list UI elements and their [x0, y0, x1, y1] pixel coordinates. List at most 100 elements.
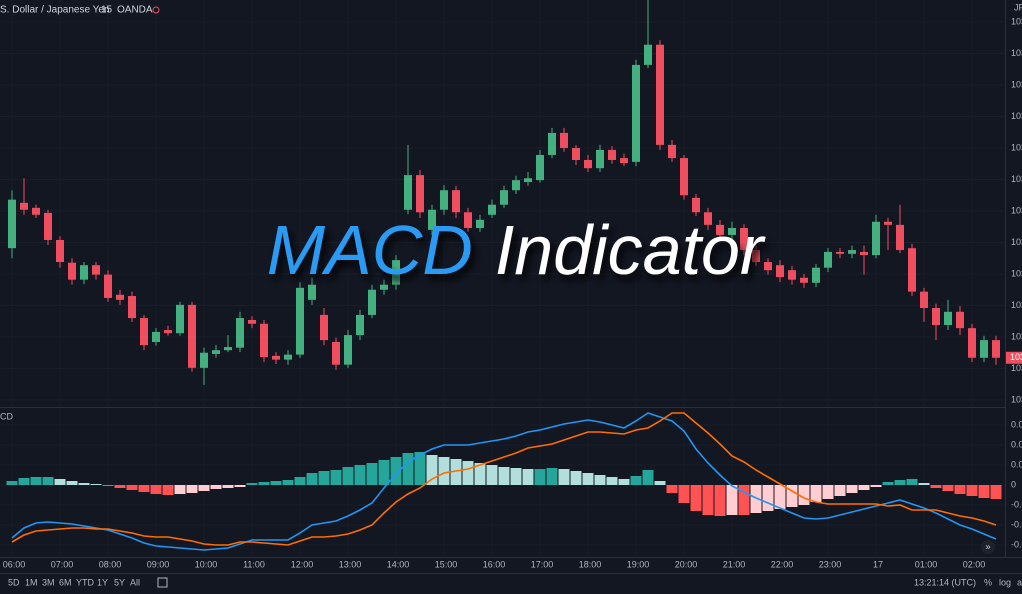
y-tick-label: 103.2	[1011, 268, 1022, 278]
histogram-bar	[570, 471, 582, 485]
auto-button[interactable]: a	[1017, 577, 1022, 587]
candle-body	[992, 340, 1000, 358]
histogram-bar	[906, 479, 918, 485]
histogram-bar	[18, 478, 30, 485]
log-button[interactable]: log	[999, 577, 1011, 587]
x-tick-label: 01:00	[915, 559, 938, 569]
x-tick-label: 20:00	[675, 559, 698, 569]
x-tick-label: 13:00	[339, 559, 362, 569]
histogram-bar	[534, 469, 546, 485]
candle-body	[32, 207, 40, 215]
candle-body	[140, 318, 148, 346]
histogram-bar	[258, 482, 270, 485]
histogram-bar	[618, 479, 630, 485]
candle-body	[128, 296, 136, 319]
histogram-bar	[882, 482, 894, 485]
x-tick-label: 22:00	[771, 559, 794, 569]
candle-body	[536, 154, 544, 181]
range-button[interactable]: 6M	[59, 577, 72, 587]
y2-tick-label: -0.06	[1011, 539, 1022, 549]
candle-body	[44, 212, 52, 240]
histogram-bar	[66, 481, 78, 485]
y2-tick-label: 0.02	[1011, 459, 1022, 469]
x-tick-label: 23:00	[819, 559, 842, 569]
range-button[interactable]: 1Y	[97, 577, 108, 587]
candle-body	[92, 265, 100, 275]
y-tick-label: 103.15	[1011, 300, 1022, 310]
histogram-bar	[978, 485, 990, 498]
range-button[interactable]: YTD	[76, 577, 95, 587]
x-tick-label: 11:00	[243, 559, 265, 569]
x-tick-label: 08:00	[99, 559, 122, 569]
range-button[interactable]: 5D	[8, 577, 20, 587]
candle-body	[980, 340, 988, 358]
range-button[interactable]: 1M	[25, 577, 38, 587]
histogram-bar	[342, 467, 354, 485]
candle-body	[620, 158, 628, 164]
histogram-bar	[378, 460, 390, 485]
histogram-bar	[510, 468, 522, 485]
histogram-bar	[138, 485, 150, 492]
x-tick-label: 16:00	[483, 559, 506, 569]
y-tick-label: 103.5	[1011, 79, 1022, 89]
candle-body	[332, 342, 340, 365]
histogram-bar	[330, 470, 342, 485]
y2-tick-label: 0.04	[1011, 439, 1022, 449]
histogram-bar	[678, 485, 690, 503]
range-button[interactable]: All	[130, 577, 140, 587]
y2-tick-label: 0.06	[1011, 419, 1022, 429]
exchange: OANDA	[117, 5, 153, 16]
histogram-bar	[450, 459, 462, 485]
candle-body	[464, 212, 472, 229]
histogram-bar	[438, 457, 450, 485]
percent-button[interactable]: %	[984, 577, 992, 587]
histogram-bar	[810, 485, 822, 502]
candle-body	[632, 64, 640, 162]
scroll-icon[interactable]: »	[985, 541, 990, 551]
histogram-bar	[954, 485, 966, 494]
date-range-icon[interactable]	[157, 577, 168, 588]
y-tick-label: 103.05	[1011, 363, 1022, 373]
candle-body	[800, 277, 808, 283]
range-button[interactable]: 5Y	[114, 577, 125, 587]
candle-body	[488, 204, 496, 215]
candle-body	[344, 335, 352, 365]
candle-body	[716, 224, 724, 235]
candle-body	[908, 248, 916, 292]
histogram-bar	[306, 473, 318, 485]
histogram-bar	[102, 485, 114, 486]
candle-body	[500, 190, 508, 205]
candle-body	[380, 284, 388, 290]
candle-body	[752, 250, 760, 263]
candle-body	[308, 284, 316, 300]
histogram-bar	[414, 452, 426, 485]
candle-body	[68, 262, 76, 280]
y-tick-label: 103.3	[1011, 205, 1022, 215]
grid	[0, 0, 1005, 557]
x-tick-label: 02:00	[963, 559, 986, 569]
histogram-bar	[42, 477, 54, 485]
histogram-bar	[726, 485, 738, 515]
x-tick-label: 06:00	[3, 559, 26, 569]
candle-body	[452, 190, 460, 213]
histogram-bar	[654, 481, 666, 485]
candle-body	[416, 175, 424, 213]
range-button[interactable]: 3M	[42, 577, 55, 587]
x-tick-label: 14:00	[387, 559, 410, 569]
scroll-button[interactable]	[981, 540, 995, 554]
candle-body	[200, 352, 208, 368]
histogram-bar	[690, 485, 702, 511]
histogram-bar	[582, 473, 594, 485]
overlay-title-part: MACD	[267, 211, 473, 289]
live-dot	[152, 6, 160, 14]
candle-body	[284, 354, 292, 360]
candle-body	[656, 44, 664, 145]
histogram-bar	[90, 484, 102, 485]
interval: 15	[101, 5, 113, 16]
candle-body	[740, 228, 748, 251]
histogram-bar	[246, 483, 258, 485]
candle-body	[956, 311, 964, 329]
candle-body	[524, 178, 532, 183]
histogram-bar	[594, 475, 606, 485]
histogram-bar	[54, 479, 66, 485]
